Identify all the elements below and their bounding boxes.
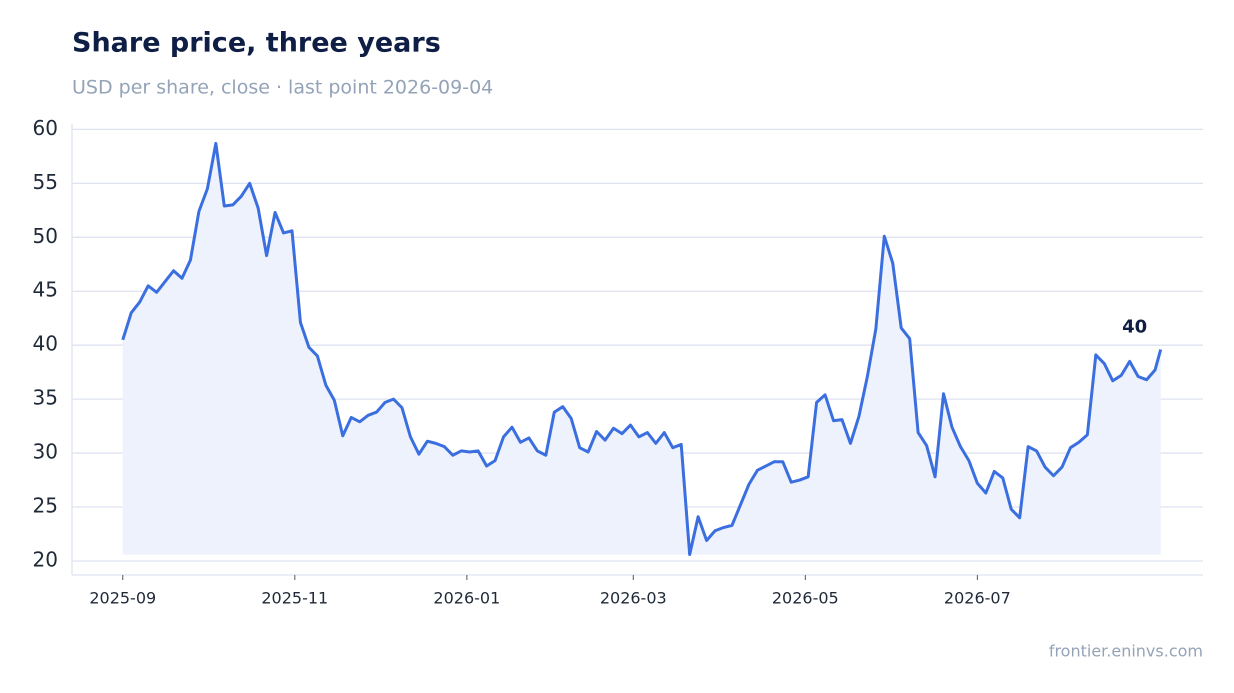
y-tick-label: 45 [33, 278, 58, 302]
y-tick-label: 60 [33, 116, 58, 140]
x-tick-label: 2026-07 [944, 589, 1011, 608]
y-tick-label: 35 [33, 386, 58, 410]
source: frontier.eninvs.com [1049, 642, 1203, 661]
x-tick-label: 2026-05 [772, 589, 839, 608]
value-label: 40 [1122, 317, 1147, 338]
y-tick-label: 20 [33, 547, 58, 571]
x-tick-label: 2025-11 [261, 589, 328, 608]
line [121, 141, 1163, 556]
x-tick-label: 2026-03 [600, 589, 667, 608]
y-tick-label: 50 [33, 224, 58, 248]
y-tick-label: 40 [33, 332, 58, 356]
chart-title: Share price, three years [72, 28, 441, 59]
x-tick-label: 2026-01 [433, 589, 500, 608]
y-tick-label: 30 [33, 440, 58, 464]
chart-subtitle: USD per share, close · last point 2026-0… [72, 77, 493, 99]
y-tick-label: 25 [33, 494, 58, 518]
x-tick-label: 2025-09 [89, 589, 156, 608]
area [122, 143, 1161, 555]
y-tick-label: 55 [33, 170, 58, 194]
